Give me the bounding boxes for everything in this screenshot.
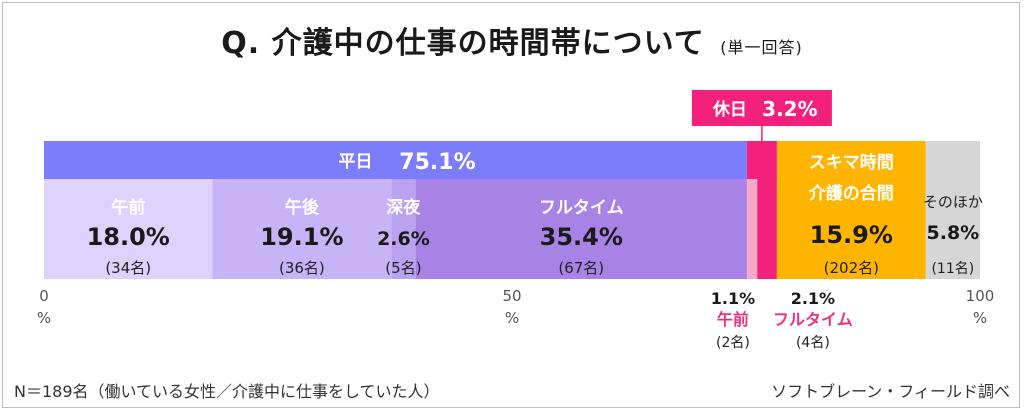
segment-count-night: (5名) — [385, 259, 421, 277]
segment-count-fulltime: (67名) — [558, 259, 604, 277]
holiday-header-band — [746, 141, 777, 179]
x-tick-unit-50: % — [505, 309, 519, 327]
title-main: Q. 介護中の仕事の時間帯について — [221, 26, 705, 61]
bar-segment-holiday_full — [757, 179, 777, 279]
bar-segment-fulltime — [415, 179, 747, 279]
segment-pct-pm: 19.1% — [260, 223, 343, 251]
segment-label-gap-line2: 介護の合間 — [808, 183, 894, 204]
bar-segment-holiday_am — [746, 179, 758, 279]
holiday-callout-box — [691, 90, 832, 126]
bar-segment-other — [925, 141, 980, 279]
chart-title: Q. 介護中の仕事の時間帯について (単一回答) — [0, 18, 1024, 62]
bar-segment-night — [391, 179, 416, 279]
segment-pct-fulltime: 35.4% — [540, 223, 623, 251]
holiday-full-pct: 2.1% — [791, 289, 835, 308]
segment-count-pm: (36名) — [279, 259, 325, 277]
x-tick-label-100: 100 — [966, 287, 995, 305]
x-tick-unit-0: % — [37, 309, 51, 327]
x-tick-unit-100: % — [973, 309, 987, 327]
segment-label-night: 深夜 — [386, 197, 421, 218]
holiday-am-label: 午前 — [717, 310, 749, 329]
weekday-header-band — [44, 141, 747, 179]
title-sub: (単一回答) — [720, 38, 803, 57]
segment-pct-other: 5.8% — [927, 222, 980, 244]
source-note: ソフトブレーン・フィールド調べ — [771, 382, 1010, 401]
holiday-full-label: フルタイム — [773, 310, 853, 329]
segment-pct-am: 18.0% — [87, 223, 170, 251]
bar-segment-pm — [212, 179, 392, 279]
holiday-full-count: (4名) — [796, 335, 830, 351]
segment-pct-gap: 15.9% — [810, 221, 893, 249]
segment-label-pm: 午後 — [285, 197, 320, 218]
segment-label-fulltime: フルタイム — [539, 198, 624, 218]
weekday-label: 平日 — [338, 152, 372, 172]
segment-label-other: そのほか — [923, 193, 983, 211]
bar-segment-gap — [776, 141, 926, 279]
segment-label-am: 午前 — [111, 197, 145, 218]
segment-count-am: (34名) — [105, 259, 151, 277]
segment-count-other: (11名) — [931, 261, 974, 277]
sample-note: N＝189名（働いている女性／介護中に仕事をしていた人） — [14, 382, 440, 401]
x-tick-label-50: 50 — [502, 287, 521, 305]
bar-segment-am — [44, 179, 213, 279]
holiday-am-count: (2名) — [716, 335, 750, 351]
x-tick-label-0: 0 — [39, 287, 49, 305]
weekday-value: 75.1% — [399, 150, 475, 175]
segment-label-gap-line1: スキマ時間 — [809, 152, 894, 173]
holiday-label: 休日 — [712, 99, 747, 120]
segment-count-gap: (202名) — [824, 259, 879, 277]
holiday-value: 3.2% — [762, 97, 817, 121]
segment-pct-night: 2.6% — [377, 228, 430, 250]
holiday-am-pct: 1.1% — [711, 289, 755, 308]
